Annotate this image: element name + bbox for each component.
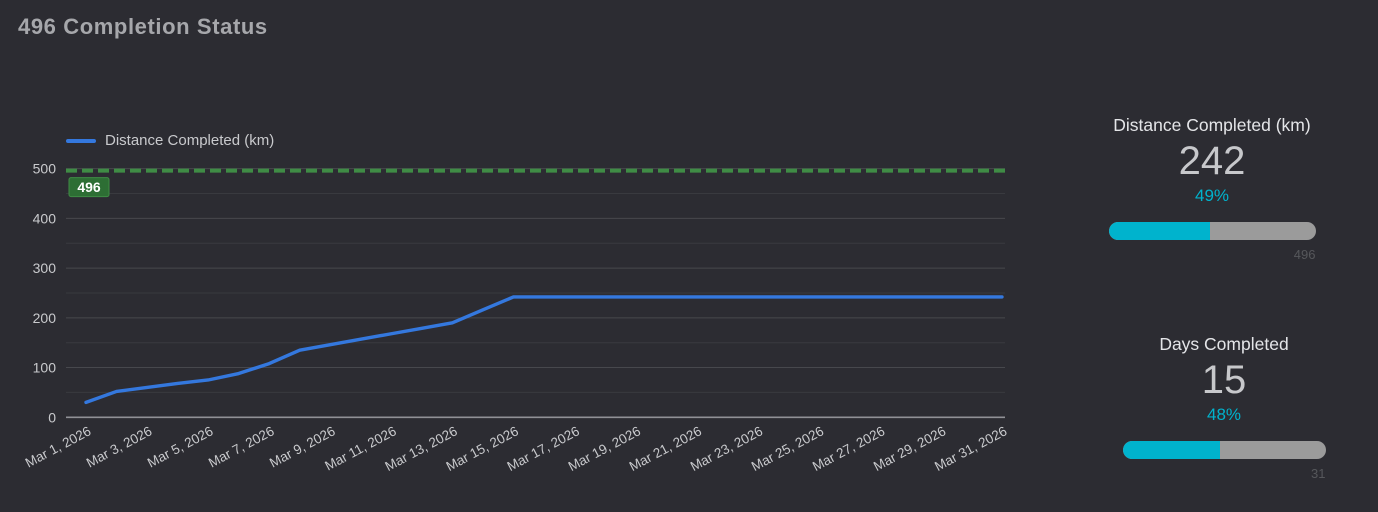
kpi-distance-progress-track	[1108, 222, 1316, 240]
y-axis-label: 300	[33, 260, 57, 276]
y-axis-label: 200	[33, 310, 57, 326]
legend-label: Distance Completed (km)	[105, 132, 275, 149]
x-axis-label: Mar 7, 2026	[206, 423, 277, 470]
chart-legend[interactable]: Distance Completed (km)	[66, 132, 274, 149]
kpi-distance-progress-fill	[1108, 222, 1210, 240]
x-axis-label: Mar 5, 2026	[145, 423, 216, 470]
kpi-card-distance: Distance Completed (km) 242 49% 496	[1098, 114, 1326, 262]
kpi-days-target: 31	[1311, 466, 1326, 481]
y-axis-label: 400	[33, 210, 57, 226]
kpi-card-days: Days Completed 15 48% 31	[1110, 333, 1338, 481]
kpi-days-progress-fill	[1122, 441, 1220, 459]
y-axis-label: 500	[33, 161, 57, 177]
kpi-distance-value: 242	[1178, 139, 1246, 183]
target-badge	[68, 177, 110, 198]
y-axis-label: 0	[48, 409, 56, 425]
line-chart: Distance Completed (km) 0 100 200 300 400 500…	[0, 100, 1050, 500]
kpi-distance-target: 496	[1293, 247, 1316, 262]
legend-line-swatch	[66, 138, 96, 143]
x-axis-label: Mar 3, 2026	[84, 423, 155, 470]
kpi-distance-title: Distance Completed (km)	[1113, 115, 1311, 135]
target-badge-label: 496	[77, 179, 101, 195]
y-axis-label: 100	[33, 360, 57, 376]
x-axis-label: Mar 1, 2026	[23, 423, 94, 470]
kpi-days-progress-track	[1122, 441, 1326, 459]
kpi-days-percent: 48%	[1206, 405, 1242, 424]
kpi-days-value: 15	[1201, 358, 1247, 402]
kpi-distance-percent: 49%	[1194, 186, 1230, 205]
data-line-distance[interactable]	[84, 295, 1004, 405]
kpi-days-title: Days Completed	[1159, 334, 1289, 354]
page-title: 496 Completion Status	[18, 14, 268, 39]
